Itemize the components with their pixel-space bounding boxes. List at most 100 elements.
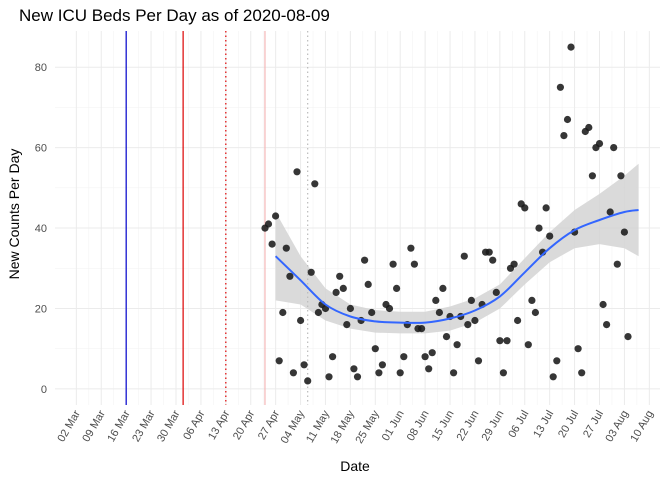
data-point	[588, 172, 597, 180]
data-point	[499, 369, 507, 377]
data-point	[418, 325, 426, 333]
data-point	[336, 272, 344, 280]
data-point	[546, 232, 554, 240]
y-tick-label: 60	[35, 143, 47, 155]
data-point	[350, 365, 358, 373]
data-point	[286, 272, 294, 280]
data-point	[300, 361, 308, 369]
x-tick-label: 01 Jun	[380, 409, 407, 444]
data-point	[492, 288, 500, 296]
data-point	[606, 208, 614, 216]
data-point	[563, 115, 572, 124]
x-tick-label: 20 Jul	[556, 409, 581, 440]
data-point	[361, 256, 369, 264]
y-tick-label: 40	[35, 223, 47, 235]
y-axis-title: New Counts Per Day	[6, 149, 22, 280]
data-point	[610, 144, 618, 152]
data-point	[535, 224, 543, 232]
x-tick-label: 04 May	[279, 408, 308, 446]
ribbon-area	[275, 163, 639, 334]
data-point	[439, 284, 447, 292]
data-point	[432, 296, 440, 304]
data-point	[549, 373, 557, 381]
data-point	[378, 361, 386, 369]
data-point	[314, 308, 322, 317]
x-tick-label: 09 Mar	[80, 408, 108, 444]
grid	[55, 31, 660, 405]
data-point	[307, 268, 315, 276]
data-point	[521, 204, 529, 212]
data-point	[553, 357, 561, 365]
x-tick-label: 30 Mar	[155, 408, 183, 444]
x-tick-label: 23 Mar	[130, 408, 158, 444]
x-tick-label: 15 Jun	[430, 409, 457, 444]
data-point	[389, 260, 397, 268]
x-tick-label: 16 Mar	[105, 408, 133, 444]
data-point	[528, 296, 536, 304]
data-points	[261, 43, 632, 385]
data-point	[624, 333, 632, 341]
data-point	[595, 140, 604, 148]
data-point	[510, 260, 518, 268]
data-point	[524, 341, 532, 349]
data-point	[428, 349, 436, 357]
data-point	[531, 308, 540, 317]
data-point	[268, 240, 276, 248]
data-point	[496, 337, 504, 345]
data-point	[485, 248, 493, 256]
x-tick-label: 25 May	[353, 408, 382, 446]
data-point	[474, 357, 483, 365]
data-point	[613, 260, 621, 268]
x-tick-label: 13 Jul	[531, 409, 556, 440]
x-tick-label: 29 Jun	[480, 409, 507, 444]
data-point	[599, 300, 607, 309]
x-tick-label: 13 Apr	[206, 408, 232, 442]
data-point	[311, 180, 319, 188]
data-point	[346, 304, 354, 313]
data-point	[560, 132, 568, 140]
x-tick-label: 27 Jul	[581, 409, 606, 440]
data-point	[460, 252, 468, 260]
y-axis-ticks: 0 20 40 60 80	[35, 62, 47, 396]
reference-lines	[125, 31, 309, 405]
x-tick-label: 10 Aug	[628, 409, 656, 445]
x-axis-title: Date	[340, 458, 370, 474]
data-point	[435, 308, 443, 317]
x-tick-label: 06 Jul	[506, 409, 531, 440]
x-tick-label: 02 Mar	[55, 408, 83, 444]
data-point	[514, 316, 522, 325]
data-point	[368, 308, 376, 317]
data-point	[332, 288, 340, 296]
data-point	[264, 220, 273, 228]
data-point	[272, 212, 280, 220]
x-tick-label: 06 Apr	[181, 408, 207, 442]
smooth-trend	[274, 209, 639, 324]
data-point	[503, 337, 511, 345]
data-point	[603, 321, 611, 329]
data-point	[325, 373, 333, 381]
data-point	[375, 369, 383, 377]
data-point	[585, 123, 593, 132]
data-point	[620, 228, 629, 236]
data-point	[471, 316, 479, 325]
data-point	[282, 244, 290, 252]
data-point	[339, 284, 347, 292]
x-tick-label: 27 Apr	[256, 408, 282, 442]
data-point	[364, 280, 372, 288]
data-point	[450, 369, 458, 377]
data-point	[574, 345, 582, 353]
data-point	[425, 365, 433, 373]
data-point	[617, 172, 625, 180]
data-point	[353, 373, 362, 381]
data-point	[542, 204, 550, 212]
y-tick-label: 20	[35, 303, 47, 315]
x-tick-label: 08 Jun	[405, 409, 432, 444]
data-point	[567, 43, 575, 51]
data-point	[578, 369, 586, 377]
data-point	[410, 260, 418, 268]
y-tick-label: 80	[35, 62, 47, 74]
data-point	[343, 321, 351, 329]
x-tick-label: 03 Aug	[603, 409, 631, 445]
data-point	[396, 369, 404, 377]
